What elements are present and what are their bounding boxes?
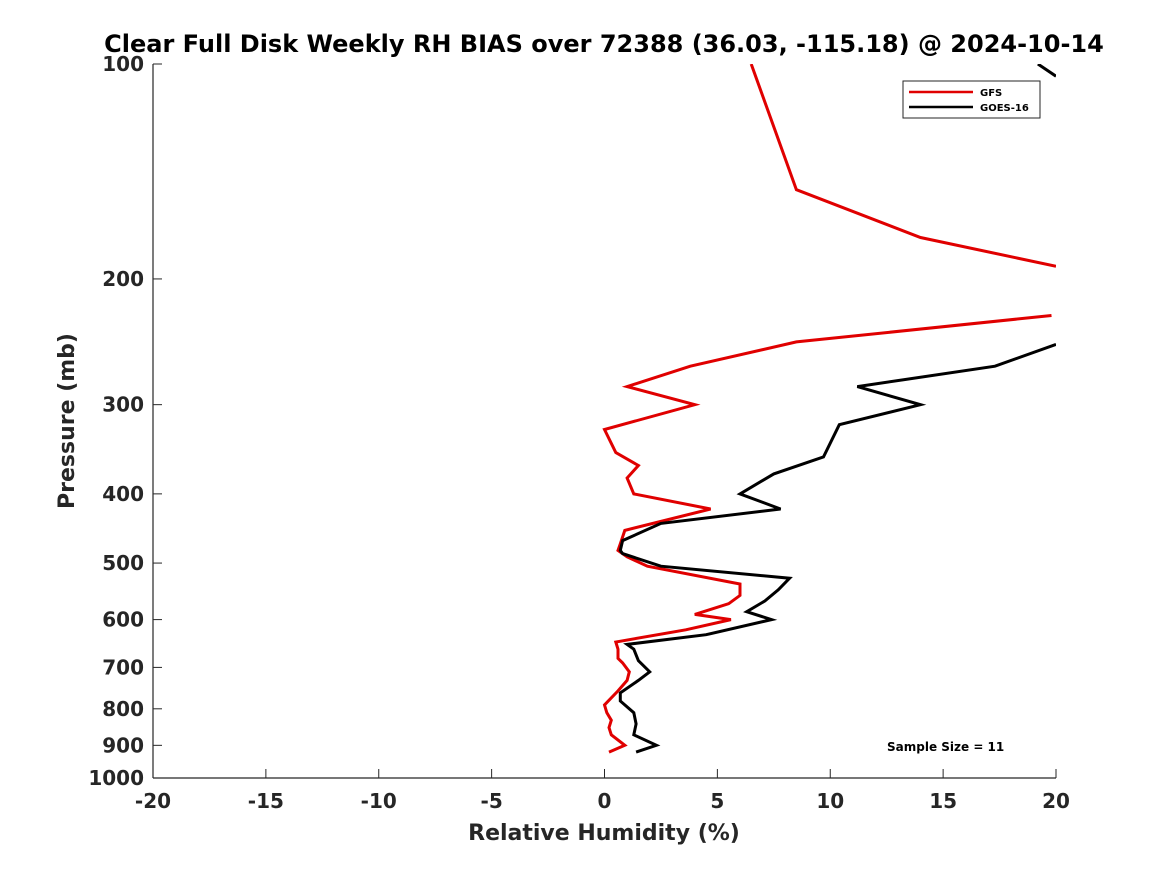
legend-label-gfs: GFS	[980, 88, 1002, 99]
x-tick-label: -5	[481, 789, 503, 813]
series-line-gfs	[602, 314, 1052, 754]
x-axis-label: Relative Humidity (%)	[468, 821, 740, 846]
y-tick-label: 600	[102, 608, 144, 632]
y-tick-label: 700	[102, 655, 144, 679]
series-line-goes16	[1037, 64, 1056, 78]
series-line-gfs	[749, 64, 1056, 268]
y-tick-label: 900	[102, 733, 144, 757]
chart-title: Clear Full Disk Weekly RH BIAS over 7238…	[104, 30, 1104, 58]
y-tick-label: 1000	[88, 766, 144, 790]
x-tick-label: 10	[816, 789, 844, 813]
legend: GFS GOES-16	[902, 80, 1041, 119]
x-tick-label: -15	[248, 789, 284, 813]
y-tick-label: 100	[102, 52, 144, 76]
y-tick-label: 400	[102, 482, 144, 506]
sample-size-annotation: Sample Size = 11	[887, 740, 1004, 754]
x-tick-label: 15	[929, 789, 957, 813]
x-tick-label: 0	[598, 789, 612, 813]
x-ticks: -20 -15 -10 -5 0 5 10 15 20	[135, 769, 1070, 813]
y-tick-label: 200	[102, 267, 144, 291]
legend-box	[902, 80, 1041, 119]
x-tick-label: -20	[135, 789, 171, 813]
y-axis-label: Pressure (mb)	[55, 333, 80, 509]
x-tick-label: 20	[1042, 789, 1070, 813]
series-line-goes16	[618, 342, 1056, 754]
y-tick-label: 300	[102, 393, 144, 417]
x-tick-label: -10	[361, 789, 397, 813]
series-layer	[602, 64, 1056, 754]
y-ticks: 100 200 300 400 500 600 700 800 900 1000	[88, 52, 162, 790]
legend-label-goes16: GOES-16	[980, 103, 1029, 114]
plot-area-frame	[153, 64, 1056, 778]
y-tick-label: 500	[102, 551, 144, 575]
x-tick-label: 5	[710, 789, 724, 813]
y-tick-label: 800	[102, 697, 144, 721]
